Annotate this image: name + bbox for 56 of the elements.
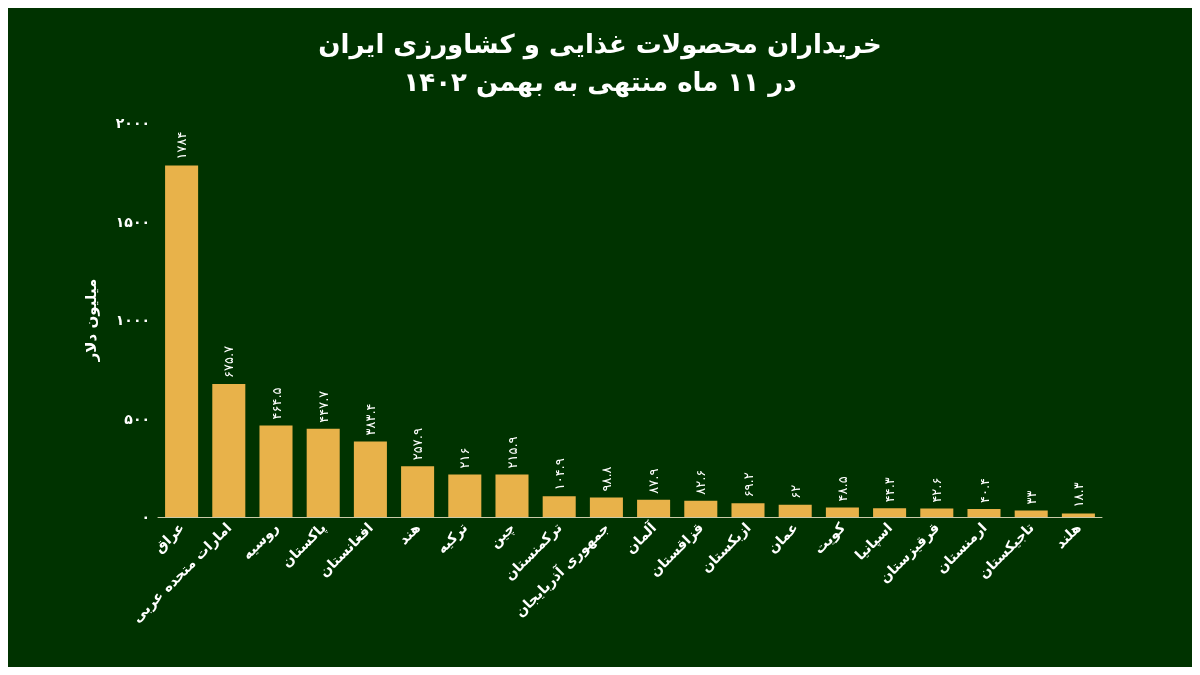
y-tick-label: ۱۰۰۰ (115, 312, 150, 328)
y-tick-label: ۰ (141, 509, 150, 525)
data-label: ۲۱۶ (457, 447, 473, 469)
bar (306, 428, 340, 517)
data-label: ۴۶۴.۵ (268, 387, 284, 420)
x-tick-label: هند (395, 519, 424, 548)
x-tick-label: روسیه (238, 519, 283, 563)
bar (825, 507, 859, 517)
bar (165, 165, 199, 517)
bar (684, 500, 718, 517)
data-label: ۴۴۷.۷ (315, 390, 331, 423)
bar (448, 474, 482, 517)
bar (1014, 510, 1048, 517)
data-label: ۴۴.۳ (882, 477, 898, 503)
x-tick-label: عمان (764, 519, 801, 557)
data-label: ۹۸.۸ (598, 466, 614, 492)
data-label: ۴۰.۴ (976, 477, 992, 504)
data-label: ۸۲.۶ (693, 469, 709, 495)
data-label: ۳۳ (1023, 490, 1039, 505)
y-tick-label: ۵۰۰ (124, 410, 150, 427)
x-tick-label: عراق (150, 519, 188, 557)
data-label: ۱۸.۳ (1070, 482, 1086, 508)
bar (495, 474, 529, 517)
bar (873, 508, 907, 517)
bar (920, 508, 954, 517)
bar (353, 441, 387, 517)
data-label: ۱۷۸۴ (174, 131, 190, 160)
chart-subtitle: در ۱۱ ماه منتهی به بهمن ۱۴۰۲ (403, 67, 797, 98)
x-tick-label: کویت (810, 518, 850, 558)
data-label: ۶۹.۲ (740, 472, 756, 498)
bar (967, 509, 1001, 517)
bar (212, 383, 246, 517)
chart-title: خریداران محصولات غذایی و کشاورزی ایران (318, 29, 882, 60)
y-axis-title: میلیون دلار (81, 278, 100, 363)
data-label: ۲۵۷.۹ (410, 428, 426, 461)
y-tick-label: ۲۰۰۰ (115, 115, 150, 131)
bar (637, 499, 671, 517)
data-label: ۸۷.۹ (646, 468, 662, 494)
data-label: ۲۱۵.۹ (504, 436, 520, 469)
bar (401, 466, 435, 517)
y-tick-label: ۱۵۰۰ (115, 213, 150, 230)
bar (589, 497, 623, 517)
data-label: ۴۸.۵ (834, 476, 850, 502)
bar (778, 504, 812, 517)
x-tick-label: ترکیه (433, 519, 472, 558)
data-label: ۶۲ (787, 484, 803, 499)
x-tick-label: آلمان (621, 517, 661, 557)
x-tick-label: هلند (1052, 519, 1085, 552)
data-label: ۴۲.۶ (929, 477, 945, 503)
data-label: ۶۷۵.۷ (221, 345, 237, 378)
bar (1061, 513, 1095, 517)
data-label: ۳۸۳.۴ (362, 403, 378, 436)
bar (259, 425, 293, 517)
bar (542, 496, 576, 517)
data-label: ۱۰۴.۹ (551, 458, 567, 491)
bar (731, 503, 765, 517)
